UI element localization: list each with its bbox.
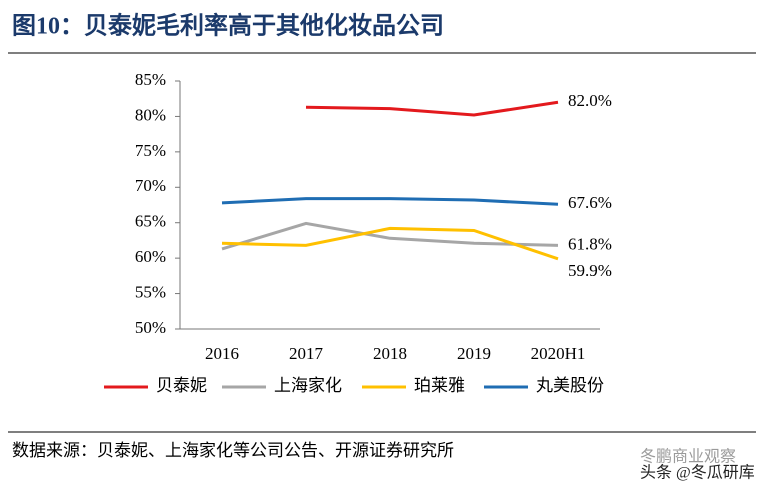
data-label: 59.9% bbox=[568, 261, 612, 280]
y-tick-label: 65% bbox=[135, 212, 166, 231]
y-tick-label: 60% bbox=[135, 247, 166, 266]
watermark: 头条 @冬瓜研库 bbox=[640, 464, 755, 482]
x-tick-label: 2016 bbox=[205, 344, 239, 363]
series-line bbox=[221, 221, 559, 251]
series-line bbox=[221, 197, 559, 206]
legend-label: 上海家化 bbox=[274, 376, 342, 395]
series-line bbox=[221, 226, 559, 261]
series-line bbox=[305, 100, 559, 117]
data-label: 67.6% bbox=[568, 193, 612, 212]
y-tick-label: 85% bbox=[135, 70, 166, 89]
data-label: 61.8% bbox=[568, 234, 612, 253]
y-tick-label: 80% bbox=[135, 105, 166, 124]
watermark: 冬鹏商业观察 bbox=[640, 448, 736, 466]
source-note: 数据来源：贝泰妮、上海家化等公司公告、开源证券研究所 bbox=[12, 441, 454, 460]
x-tick-label: 2017 bbox=[289, 344, 324, 363]
y-tick-label: 75% bbox=[135, 141, 166, 160]
data-label: 82.0% bbox=[568, 91, 612, 110]
x-tick-label: 2020H1 bbox=[531, 344, 586, 363]
chart-title: 图10：贝泰妮毛利率高于其他化妆品公司 bbox=[12, 12, 444, 40]
y-tick-label: 70% bbox=[135, 176, 166, 195]
legend-label: 贝泰妮 bbox=[156, 376, 207, 395]
x-tick-label: 2019 bbox=[457, 344, 491, 363]
legend-label: 丸美股份 bbox=[536, 376, 604, 395]
y-tick-label: 50% bbox=[135, 318, 166, 337]
x-tick-label: 2018 bbox=[373, 344, 407, 363]
y-tick-label: 55% bbox=[135, 282, 166, 301]
legend-label: 珀莱雅 bbox=[414, 376, 465, 395]
